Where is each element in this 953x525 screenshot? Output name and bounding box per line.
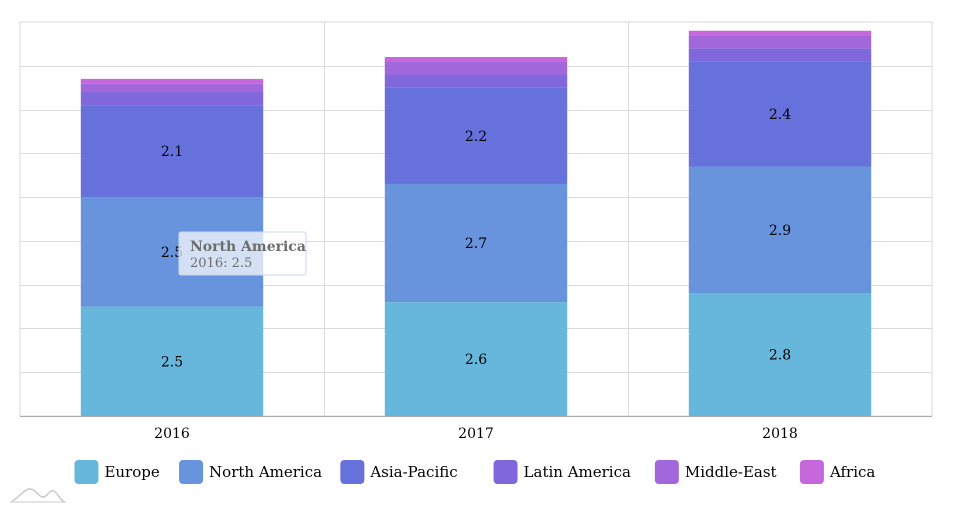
legend-item-north-america[interactable]: North America	[179, 460, 322, 484]
legend-item-africa[interactable]: Africa	[799, 460, 875, 484]
legend-swatch	[179, 460, 204, 484]
bar-segment-middle-east-2017[interactable]	[384, 61, 568, 75]
bar-segment-middle-east-2018[interactable]	[688, 35, 872, 49]
legend-swatch	[493, 460, 518, 484]
legend-label: Asia-Pacific	[369, 463, 457, 481]
legend-swatch	[340, 460, 365, 484]
legend-swatch	[799, 460, 824, 484]
bar-segment-latin-america-2017[interactable]	[384, 74, 568, 88]
bar-segment-middle-east-2016[interactable]	[80, 83, 264, 93]
data-label: 2.5	[161, 354, 183, 370]
amcharts-logo-icon	[10, 488, 66, 503]
bar-segment-latin-america-2016[interactable]	[80, 92, 264, 106]
tooltip-body: 2016: 2.5	[190, 256, 252, 271]
legend-label: Europe	[104, 463, 159, 481]
bars	[80, 30, 872, 416]
data-label: 2.2	[465, 129, 487, 145]
legend-label: Africa	[829, 463, 875, 481]
bar-segment-africa-2016[interactable]	[80, 78, 264, 84]
data-label: 2.1	[161, 144, 183, 160]
data-labels: 2.5 2.5 2.1 2.6 2.7 2.2 2.8 2.9 2.4	[161, 107, 791, 370]
legend-item-asia-pacific[interactable]: Asia-Pacific	[340, 460, 458, 484]
bar-segment-europe-2018[interactable]	[688, 293, 872, 416]
bar-segment-europe-2017[interactable]	[384, 302, 568, 416]
legend: Europe North America Asia-Pacific Latin Ame…	[74, 460, 875, 484]
data-label: 2.4	[769, 107, 791, 123]
legend-label: Middle-East	[685, 463, 777, 481]
legend-swatch	[654, 460, 679, 484]
data-label: 2.7	[465, 236, 487, 252]
bar-segment-africa-2018[interactable]	[688, 30, 872, 36]
bar-segment-asia-pacific-2017[interactable]	[384, 87, 568, 184]
data-label: 2.8	[769, 348, 791, 364]
x-tick-label: 2017	[458, 426, 494, 442]
legend-item-middle-east[interactable]: Middle-East	[654, 460, 777, 484]
legend-label: Latin America	[524, 463, 631, 481]
bar-segment-north-america-2017[interactable]	[384, 183, 568, 303]
data-label: 2.5	[161, 245, 183, 261]
legend-item-latin-america[interactable]: Latin America	[493, 460, 631, 484]
bar-segment-europe-2016[interactable]	[80, 306, 264, 416]
data-label: 2.6	[465, 352, 487, 368]
bar-segment-africa-2017[interactable]	[384, 57, 568, 62]
bar-segment-latin-america-2018[interactable]	[688, 48, 872, 62]
data-label: 2.9	[769, 223, 791, 239]
bar-segment-asia-pacific-2018[interactable]	[688, 61, 872, 167]
tooltip-box	[178, 231, 307, 276]
bar-segment-asia-pacific-2016[interactable]	[80, 105, 264, 198]
x-tick-label: 2018	[762, 426, 798, 442]
legend-swatch	[74, 460, 99, 484]
tooltip: North America 2016: 2.5	[178, 231, 307, 276]
legend-label: North America	[209, 463, 322, 481]
x-axis: 2016 2017 2018	[20, 416, 932, 442]
legend-item-europe[interactable]: Europe	[74, 460, 160, 484]
bar-segment-north-america-2018[interactable]	[688, 166, 872, 294]
tooltip-title: North America	[190, 239, 306, 255]
x-tick-label: 2016	[154, 426, 190, 442]
